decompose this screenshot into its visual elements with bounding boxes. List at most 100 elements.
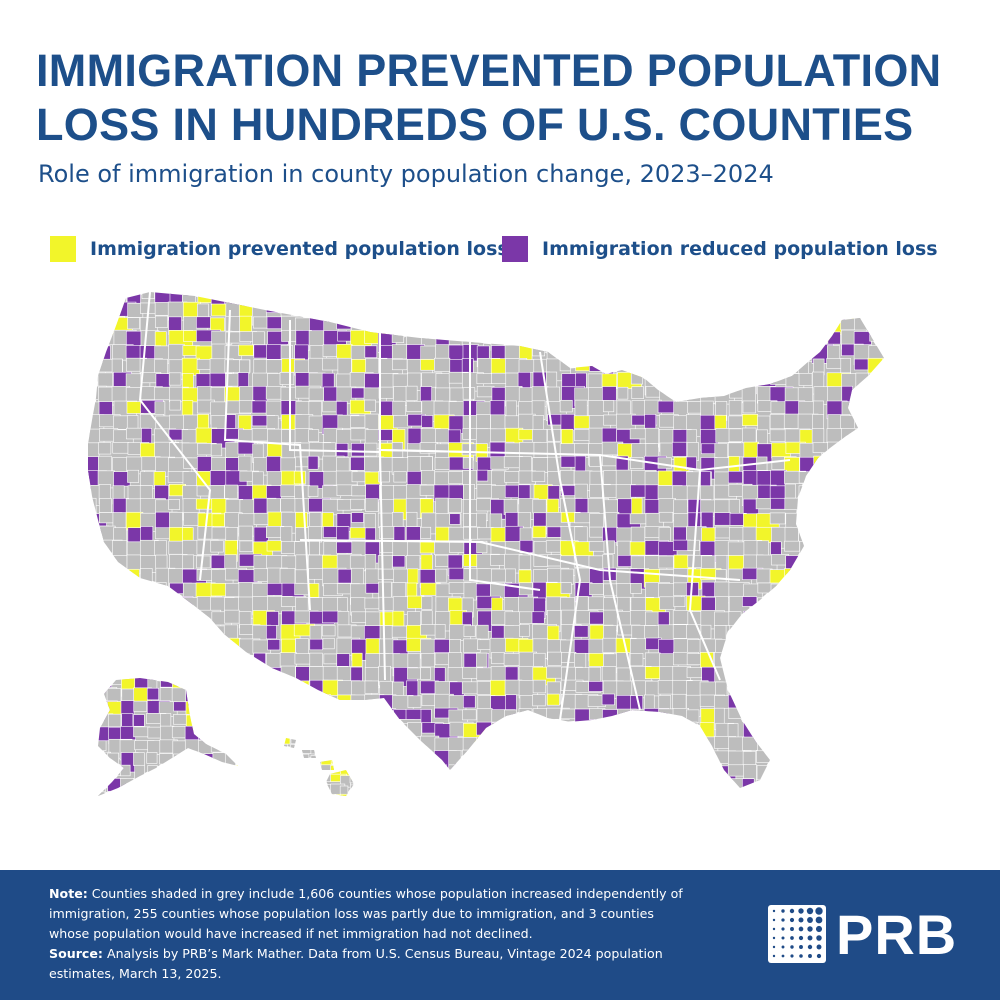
county-patch <box>868 736 881 747</box>
county-patch <box>98 625 123 641</box>
legend-label-prevented: Immigration prevented population loss <box>90 238 509 260</box>
logo-dot <box>781 927 785 931</box>
county-patch <box>755 653 777 674</box>
county-patch <box>378 722 399 738</box>
county-patch <box>407 695 422 708</box>
county-patch <box>546 693 560 706</box>
county-patch <box>320 755 333 766</box>
county-patch <box>238 344 254 356</box>
county-patch <box>603 344 616 357</box>
county-patch <box>853 751 867 769</box>
county-patch <box>88 401 100 417</box>
county-patch <box>351 512 364 523</box>
county-patch <box>575 779 601 788</box>
county-patch <box>504 301 521 314</box>
county-patch <box>869 596 884 615</box>
county-patch <box>826 652 849 674</box>
county-patch <box>267 722 286 741</box>
county-patch <box>575 763 588 781</box>
county-patch <box>98 292 118 300</box>
county-patch <box>561 765 585 787</box>
county-patch <box>741 708 757 722</box>
county-patch <box>531 764 545 777</box>
county-patch <box>546 317 569 332</box>
county-patch <box>155 527 172 540</box>
county-patch <box>224 726 238 744</box>
county-patch <box>727 471 743 484</box>
county-patch <box>883 329 884 343</box>
county-patch <box>840 554 861 566</box>
county-patch <box>729 793 742 810</box>
county-patch <box>868 345 884 361</box>
county-patch <box>239 359 250 374</box>
county-patch <box>134 791 156 796</box>
county-patch <box>308 779 320 788</box>
county-patch <box>728 651 752 663</box>
county-patch <box>154 331 167 348</box>
county-patch <box>785 344 798 365</box>
county-patch <box>253 344 268 359</box>
county-patch <box>295 292 321 312</box>
county-patch <box>854 526 868 547</box>
county-patch <box>476 778 498 788</box>
county-patch <box>827 441 843 464</box>
logo-dot <box>815 925 823 933</box>
county-patch <box>168 372 182 386</box>
county-patch <box>603 303 622 314</box>
county-patch <box>307 455 319 470</box>
county-patch <box>491 722 514 738</box>
county-patch <box>685 317 710 334</box>
county-patch <box>883 693 884 707</box>
county-patch <box>868 443 884 459</box>
county-patch <box>169 610 186 627</box>
county-patch <box>421 764 439 782</box>
county-patch <box>125 568 140 582</box>
county-patch <box>321 735 341 747</box>
county-patch <box>489 751 510 763</box>
county-patch <box>98 567 114 591</box>
county-patch <box>504 709 517 730</box>
county-patch <box>476 316 492 335</box>
county-patch <box>728 345 752 361</box>
county-patch <box>224 678 236 691</box>
county-patch <box>406 749 421 761</box>
logo-dot <box>807 935 813 941</box>
county-patch <box>340 793 354 796</box>
county-patch <box>300 795 320 796</box>
county-patch <box>225 778 238 794</box>
county-patch <box>173 701 188 712</box>
county-patch <box>545 764 559 783</box>
footer-notes: Note: Counties shaded in grey include 1,… <box>49 884 689 984</box>
county-patch <box>827 331 841 345</box>
county-patch <box>225 414 236 429</box>
county-patch <box>88 554 110 567</box>
logo-dot <box>790 927 794 931</box>
county-patch <box>447 292 461 299</box>
county-patch <box>799 541 815 555</box>
county-patch <box>588 722 602 742</box>
county-patch <box>238 666 251 683</box>
county-patch <box>349 527 367 539</box>
county-patch <box>267 639 281 651</box>
county-patch <box>420 653 435 668</box>
county-patch <box>142 794 160 813</box>
county-patch <box>813 484 828 507</box>
county-patch <box>112 651 131 675</box>
county-patch <box>133 752 145 766</box>
county-patch <box>812 583 839 600</box>
county-patch <box>518 569 532 584</box>
county-patch <box>559 358 571 372</box>
county-patch <box>365 737 382 759</box>
legend-item-reduced: Immigration reduced population loss <box>502 236 938 262</box>
county-patch <box>841 610 855 632</box>
county-patch <box>322 357 339 371</box>
county-patch <box>840 736 861 751</box>
county-patch <box>267 749 289 772</box>
county-patch <box>211 778 227 788</box>
county-patch <box>240 794 264 813</box>
county-patch <box>98 652 115 671</box>
county-patch <box>134 779 157 796</box>
county-patch <box>729 625 756 639</box>
county-patch <box>869 794 882 805</box>
county-patch <box>336 749 348 763</box>
